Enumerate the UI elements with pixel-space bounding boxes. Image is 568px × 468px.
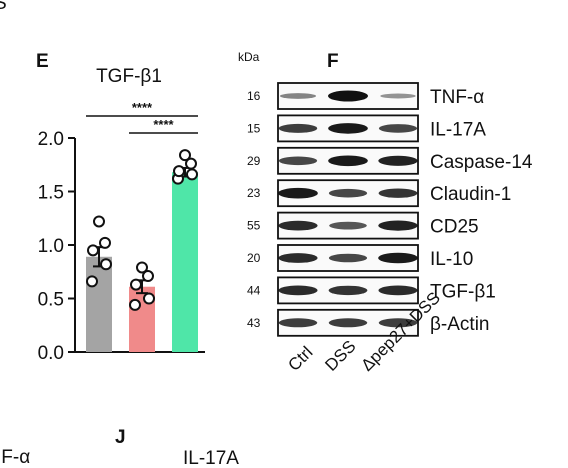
- bar-2: [172, 172, 198, 352]
- y-tick-label: 1.5: [38, 183, 64, 204]
- kda-value-6: 44: [247, 283, 261, 297]
- significance-label-1: ****: [153, 117, 174, 132]
- lane-label-ctrl: Ctrl: [284, 343, 316, 375]
- protein-label-5: IL-10: [430, 249, 473, 270]
- band-3-2: [378, 188, 418, 198]
- data-point-2-1: [186, 168, 198, 181]
- kda-value-0: 16: [247, 89, 261, 103]
- data-point-1-1: [143, 292, 155, 305]
- band-6-0: [278, 285, 318, 296]
- y-tick-label: 0.0: [38, 343, 64, 364]
- significance-label-0: ****: [132, 100, 153, 115]
- band-3-0: [278, 187, 318, 199]
- band-6-1: [328, 285, 368, 296]
- band-1-2: [378, 124, 418, 133]
- lane-label-dss: DSS: [321, 337, 359, 375]
- chart-title: TGF-β1: [96, 66, 162, 87]
- data-point-1-3: [142, 270, 154, 283]
- kda-value-1: 15: [247, 121, 261, 135]
- protein-label-3: Claudin-1: [430, 184, 511, 205]
- band-7-0: [278, 318, 318, 328]
- data-point-2-4: [179, 149, 191, 162]
- band-7-2: [378, 318, 418, 328]
- top-fragment-text: S: [0, 0, 7, 14]
- protein-label-1: IL-17A: [430, 119, 486, 140]
- protein-label-7: β-Actin: [430, 314, 490, 335]
- band-0-2: [380, 93, 416, 99]
- data-point-2-3: [185, 157, 197, 170]
- panel-j-title: IL-17A: [183, 448, 239, 468]
- band-0-1: [328, 90, 368, 102]
- band-2-1: [328, 155, 368, 167]
- bottom-left-fragment: IF-α: [0, 447, 30, 468]
- western-blot: 16 TNF-α 15 IL-17A 29 Caspase-14 23 Claudin-1 55…: [247, 82, 533, 337]
- data-point-2-2: [173, 165, 185, 178]
- panel-j-letter: J: [115, 427, 126, 448]
- band-5-1: [328, 253, 368, 263]
- kda-value-5: 20: [247, 251, 261, 265]
- band-7-1: [328, 318, 368, 328]
- kda-value-2: 29: [247, 154, 261, 168]
- band-5-0: [278, 253, 318, 263]
- data-point-0-4: [93, 215, 105, 228]
- kda-value-7: 43: [247, 316, 261, 330]
- data-point-0-0: [86, 275, 98, 288]
- panel-e-letter: E: [36, 51, 49, 72]
- kda-value-3: 23: [247, 186, 261, 200]
- bar-0: [86, 256, 112, 352]
- band-4-0: [278, 220, 318, 231]
- band-0-0: [279, 93, 317, 99]
- kda-value-4: 55: [247, 219, 261, 233]
- kda-header: kDa: [238, 50, 260, 64]
- band-3-1: [328, 188, 368, 198]
- protein-label-6: TGF-β1: [430, 281, 496, 302]
- data-point-1-2: [130, 278, 142, 291]
- band-2-2: [378, 155, 418, 166]
- band-1-1: [328, 123, 368, 134]
- bar-chart-tgf-b1: 0.0 0.5 1.0 1.5 2.0 ********: [38, 100, 205, 364]
- band-4-1: [329, 221, 367, 230]
- band-6-2: [378, 285, 418, 296]
- y-tick-label: 0.5: [38, 290, 64, 311]
- data-point-0-3: [99, 236, 111, 249]
- y-tick-label: 1.0: [38, 236, 64, 257]
- protein-label-2: Caspase-14: [430, 152, 533, 173]
- data-point-0-1: [100, 258, 112, 271]
- band-4-2: [378, 220, 418, 231]
- data-point-1-4: [136, 261, 148, 274]
- data-point-1-0: [129, 298, 141, 311]
- y-tick-label: 2.0: [38, 129, 64, 150]
- band-1-0: [278, 123, 318, 133]
- protein-label-0: TNF-α: [430, 87, 484, 108]
- data-point-0-2: [87, 244, 99, 257]
- band-5-2: [378, 252, 418, 264]
- band-2-0: [278, 156, 318, 166]
- panel-f-letter: F: [327, 51, 339, 72]
- protein-label-4: CD25: [430, 217, 479, 238]
